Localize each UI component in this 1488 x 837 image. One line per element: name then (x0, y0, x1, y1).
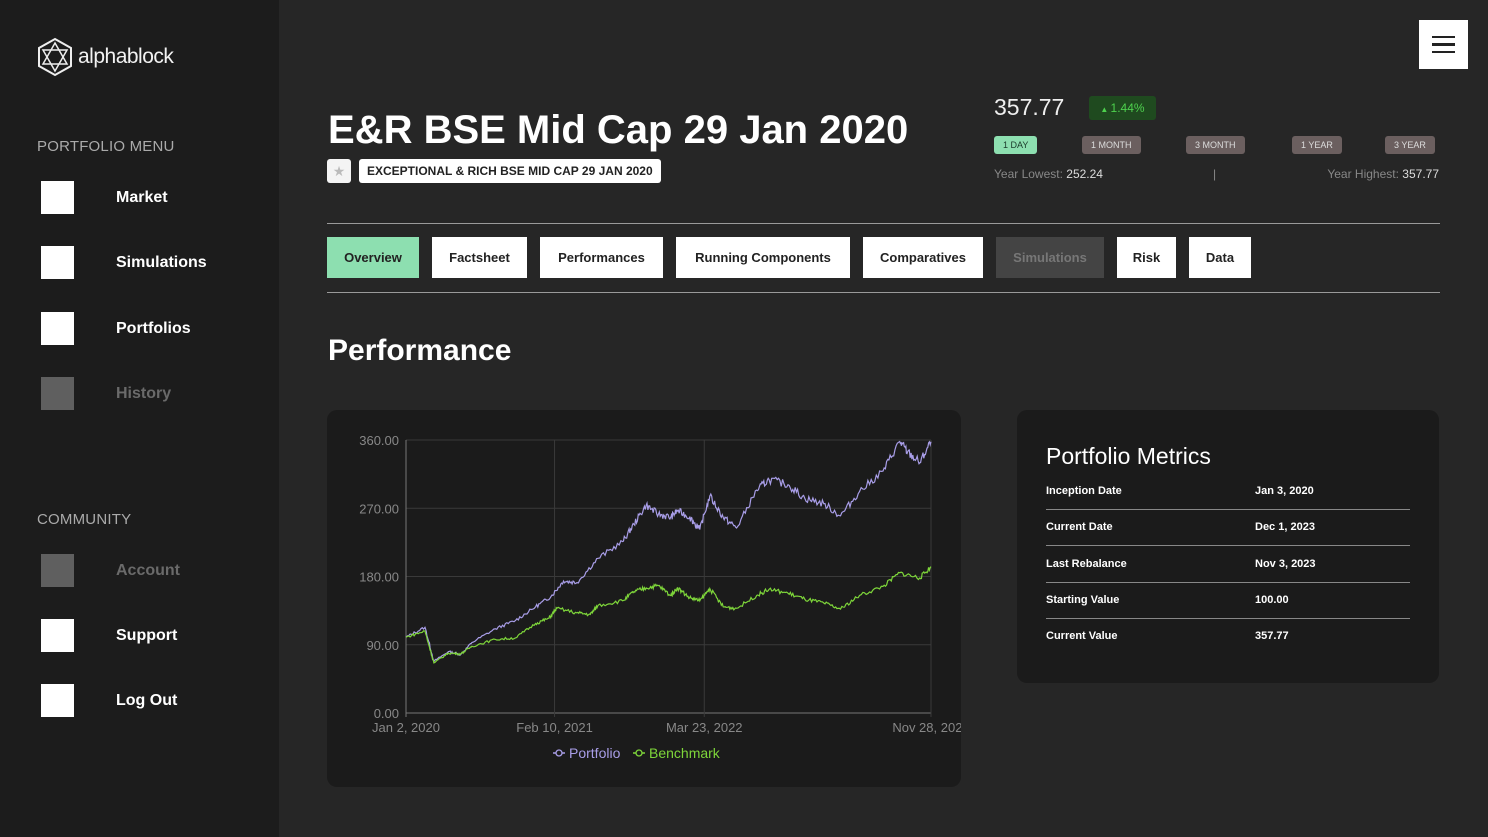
period-3-year-button[interactable]: 3 YEAR (1385, 136, 1435, 154)
metric-label: Inception Date (1046, 485, 1122, 497)
year-lowest-label: Year Lowest: (994, 167, 1063, 181)
hamburger-icon (1432, 43, 1455, 46)
history-icon (41, 377, 74, 410)
market-icon (41, 181, 74, 214)
y-tick-label: 360.00 (359, 433, 399, 448)
metric-label: Starting Value (1046, 593, 1120, 606)
divider (327, 223, 1440, 224)
sidebar: alphablock PORTFOLIO MENU Market Simulat… (0, 0, 279, 837)
tab-overview[interactable]: Overview (327, 237, 419, 278)
simulations-icon (41, 246, 74, 279)
metric-row: Current Date Dec 1, 2023 (1046, 510, 1410, 547)
metric-label: Current Date (1046, 521, 1113, 534)
x-tick-label: Feb 10, 2021 (516, 720, 593, 735)
metrics-title: Portfolio Metrics (1046, 443, 1211, 469)
sidebar-item-history[interactable]: History (41, 377, 171, 410)
tab-data[interactable]: Data (1189, 237, 1251, 278)
metric-row: Starting Value 100.00 (1046, 583, 1410, 619)
y-tick-label: 0.00 (374, 706, 399, 721)
section-title: Performance (328, 334, 512, 367)
sidebar-item-portfolios[interactable]: Portfolios (41, 312, 191, 345)
series-line-benchmark (405, 566, 932, 664)
hexagon-star-logo-icon (38, 37, 72, 77)
up-arrow-icon: ▲ (1100, 105, 1111, 114)
price-change-value: 1.44% (1110, 101, 1145, 115)
series-line-portfolio (405, 440, 932, 663)
community-title: COMMUNITY (37, 511, 132, 528)
y-tick-label: 270.00 (359, 501, 399, 516)
legend-label: Portfolio (569, 745, 621, 761)
metric-row: Inception Date Jan 3, 2020 (1046, 474, 1410, 510)
metric-label: Current Value (1046, 630, 1118, 643)
metric-row: Last Rebalance Nov 3, 2023 (1046, 547, 1410, 583)
portfolio-menu-title: PORTFOLIO MENU (37, 138, 175, 155)
metric-value: Nov 3, 2023 (1255, 557, 1316, 570)
divider (327, 292, 1440, 293)
sidebar-item-label: History (116, 384, 172, 402)
tab-performances[interactable]: Performances (540, 237, 663, 278)
period-1-day-button[interactable]: 1 DAY (994, 136, 1038, 154)
current-price: 357.77 (994, 94, 1065, 120)
legend-marker-icon (555, 749, 563, 757)
metric-value: 357.77 (1255, 630, 1289, 643)
metric-label: Last Rebalance (1046, 557, 1127, 570)
performance-chart-card: 0.00 90.00 180.00 270.00 360.00 Jan 2, 2020 Fe… (327, 410, 970, 787)
year-lowest: Year Lowest: 252.24 (994, 167, 1103, 181)
sidebar-item-label: Simulations (116, 253, 207, 271)
period-1-year-button[interactable]: 1 YEAR (1292, 136, 1342, 154)
sidebar-item-log-out[interactable]: Log Out (41, 684, 177, 717)
tab-simulations[interactable]: Simulations (996, 237, 1104, 278)
support-icon (41, 619, 74, 652)
period-3-month-button[interactable]: 3 MONTH (1186, 136, 1245, 154)
log-out-icon (41, 684, 74, 717)
tab-running-components[interactable]: Running Components (676, 237, 850, 278)
sidebar-item-label: Log Out (116, 691, 178, 709)
year-highest-label: Year Highest: (1327, 167, 1399, 181)
metric-value: Jan 3, 2020 (1255, 485, 1314, 497)
hamburger-icon (1432, 35, 1455, 39)
metric-value: 100.00 (1255, 593, 1289, 606)
page-title: E&R BSE Mid Cap 29 Jan 2020 (328, 108, 909, 152)
sidebar-item-market[interactable]: Market (41, 181, 168, 214)
tab-factsheet[interactable]: Factsheet (432, 237, 527, 278)
hamburger-menu-button[interactable] (1419, 20, 1468, 69)
metric-row: Current Value 357.77 (1046, 619, 1410, 655)
legend-label: Benchmark (649, 745, 721, 761)
period-1-month-button[interactable]: 1 MONTH (1082, 136, 1141, 154)
favorite-star-button[interactable]: ★ (327, 159, 351, 183)
stats-separator: | (1213, 167, 1217, 181)
x-tick-label: Mar 23, 2022 (666, 720, 743, 735)
sidebar-item-label: Account (116, 561, 180, 579)
sidebar-item-label: Support (116, 626, 178, 644)
brand-name: alphablock (78, 45, 174, 68)
hamburger-icon (1432, 50, 1455, 54)
portfolios-icon (41, 312, 74, 345)
sidebar-item-simulations[interactable]: Simulations (41, 246, 207, 279)
sidebar-item-support[interactable]: Support (41, 619, 177, 652)
portfolio-metrics-card: Portfolio Metrics Inception Date Jan 3, 2… (1017, 410, 1439, 683)
tab-comparatives[interactable]: Comparatives (863, 237, 983, 278)
performance-chart[interactable]: 0.00 90.00 180.00 270.00 360.00 Jan 2, 2020 Fe… (327, 410, 969, 787)
legend-marker-icon (635, 749, 643, 757)
year-highest: Year Highest: 357.77 (1327, 167, 1439, 181)
metric-value: Dec 1, 2023 (1255, 521, 1315, 534)
brand-logo[interactable]: alphablock (36, 37, 174, 77)
x-tick-label: Nov 28, 2023 (892, 720, 961, 735)
y-tick-label: 180.00 (359, 570, 399, 585)
year-highest-value: 357.77 (1402, 167, 1439, 181)
y-tick-label: 90.00 (366, 638, 399, 653)
portfolio-full-name-badge: EXCEPTIONAL & RICH BSE MID CAP 29 JAN 20… (359, 159, 661, 183)
year-lowest-value: 252.24 (1066, 167, 1103, 181)
sidebar-item-account[interactable]: Account (41, 554, 180, 587)
account-icon (41, 554, 74, 587)
price-change-badge: ▲ 1.44% (1089, 96, 1156, 120)
tab-risk[interactable]: Risk (1117, 237, 1176, 278)
sidebar-item-label: Portfolios (116, 319, 191, 337)
sidebar-item-label: Market (116, 188, 168, 206)
x-tick-label: Jan 2, 2020 (372, 720, 440, 735)
